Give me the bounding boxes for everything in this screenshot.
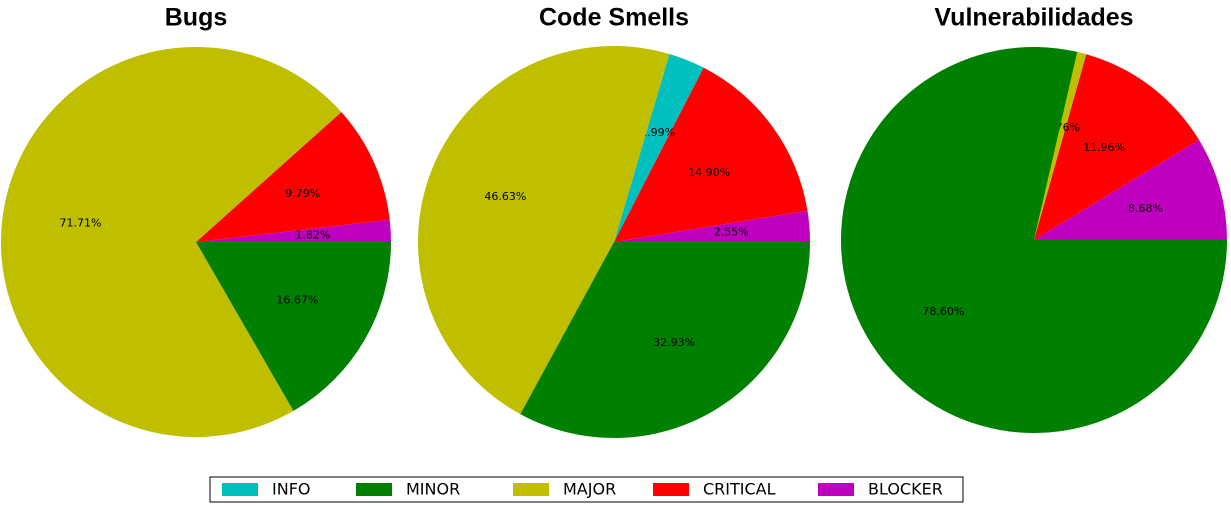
legend-swatch [356, 483, 392, 496]
value-label: 14.90% [688, 166, 730, 179]
legend-label: MINOR [406, 480, 460, 499]
value-label: 9.79% [285, 187, 320, 200]
pie-slice [520, 242, 810, 438]
chart-title: Code Smells [539, 4, 689, 32]
value-label: 2.99% [640, 126, 675, 139]
pie-slice [418, 46, 670, 415]
value-label: 71.71% [59, 216, 101, 229]
pie-slice [1034, 51, 1087, 240]
pie-slice [840, 46, 1227, 433]
value-label: 16.67% [276, 294, 318, 307]
value-label: 11.96% [1083, 141, 1125, 154]
chart-title: Vulnerabilidades [934, 4, 1133, 32]
value-label: 32.93% [653, 336, 695, 349]
value-label: 8.68% [1128, 202, 1163, 215]
value-label: 46.63% [484, 190, 526, 203]
pie-slice [614, 67, 808, 242]
legend-label: CRITICAL [703, 480, 776, 499]
pie-slice [196, 112, 390, 242]
value-label: 1.82% [295, 228, 330, 241]
value-label: 2.55% [714, 226, 749, 239]
legend-swatch [222, 483, 258, 496]
pie-slice [1034, 139, 1227, 240]
legend-label: BLOCKER [868, 480, 943, 499]
value-label: 78.60% [922, 305, 964, 318]
pie-slice [196, 242, 391, 411]
legend-swatch [653, 483, 689, 496]
pie-slice [1034, 54, 1200, 241]
legend-swatch [513, 483, 549, 496]
pie-slice [1, 46, 342, 437]
pie-slice [614, 53, 704, 242]
legend-swatch [818, 483, 854, 496]
legend-label: MAJOR [563, 480, 616, 499]
pie-slice [196, 219, 391, 242]
chart-title: Bugs [165, 4, 228, 32]
pie-slice [614, 210, 810, 242]
legend-label: INFO [272, 480, 310, 499]
